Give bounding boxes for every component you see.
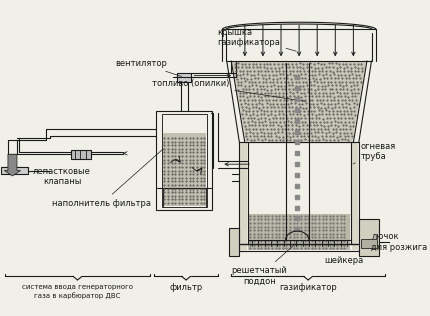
Text: фильтр: фильтр bbox=[169, 283, 203, 292]
Bar bbox=[240, 143, 247, 250]
FancyArrow shape bbox=[4, 154, 21, 176]
Bar bbox=[1, 167, 28, 174]
Text: крышка
газификатора: крышка газификатора bbox=[218, 28, 296, 51]
Text: огневая
труба: огневая труба bbox=[353, 142, 396, 164]
Bar bbox=[361, 239, 377, 248]
Bar bbox=[71, 150, 91, 159]
Text: система ввода генераторного
газа в карбюратор ДВС: система ввода генераторного газа в карбю… bbox=[22, 284, 133, 299]
Bar bbox=[156, 111, 212, 210]
Bar bbox=[359, 219, 379, 256]
Bar bbox=[249, 214, 350, 250]
Text: шейкера: шейкера bbox=[325, 257, 364, 265]
Bar bbox=[162, 114, 207, 207]
Bar bbox=[352, 143, 358, 250]
Text: топливо (опилки): топливо (опилки) bbox=[152, 79, 305, 101]
Bar bbox=[177, 73, 191, 82]
Text: лепастковые
клапаны: лепастковые клапаны bbox=[33, 167, 91, 186]
Text: вентилятор: вентилятор bbox=[115, 59, 181, 76]
Text: лючок
для розжига: лючок для розжига bbox=[372, 232, 428, 252]
Text: наполнитель фильтра: наполнитель фильтра bbox=[52, 149, 163, 208]
Text: решетчатый
поддон: решетчатый поддон bbox=[231, 244, 295, 286]
Polygon shape bbox=[232, 62, 366, 142]
Bar bbox=[163, 133, 206, 206]
Text: газификатор: газификатор bbox=[279, 283, 337, 292]
Bar bbox=[229, 228, 240, 256]
